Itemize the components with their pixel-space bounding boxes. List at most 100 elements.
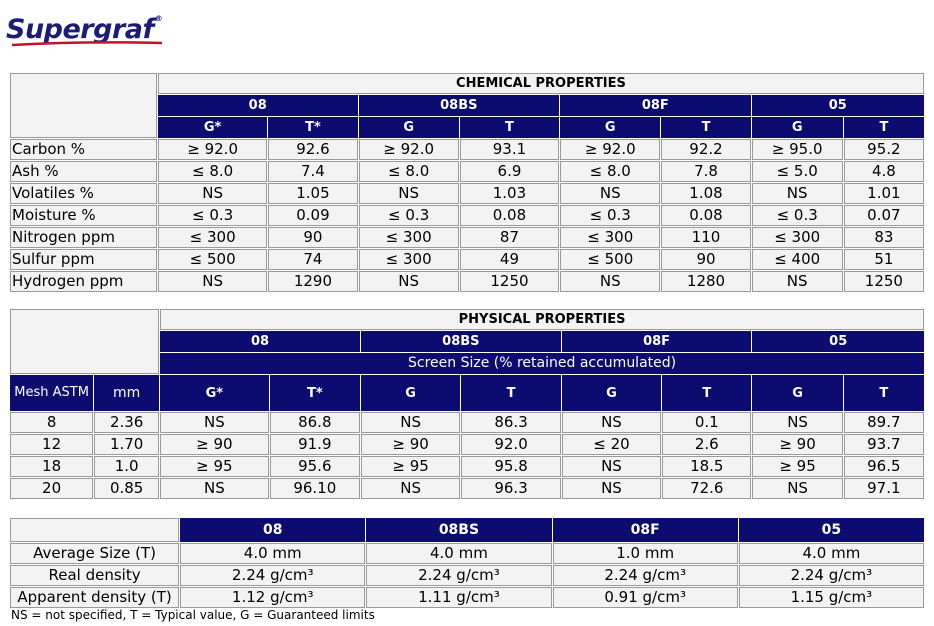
logo-swoosh-icon	[12, 41, 162, 47]
mm-cell: 1.70	[94, 434, 160, 455]
mesh-cell: 12	[10, 434, 94, 455]
value-cell: 1.11 g/cm³	[366, 587, 552, 608]
value-cell: 92.6	[268, 139, 358, 160]
table-row: Average Size (T) 4.0 mm 4.0 mm 1.0 mm 4.0 mm	[10, 543, 924, 564]
table-row: Moisture % ≤ 0.3 0.09 ≤ 0.3 0.08 ≤ 0.3 0.08 ≤ 0…	[10, 205, 924, 226]
table-row: 12 1.70 ≥ 90 91.9 ≥ 90 92.0 ≤ 20 2.6 ≥ 90 93.7	[10, 434, 924, 455]
table-row: Volatiles % NS 1.05 NS 1.03 NS 1.08 NS 1.01	[10, 183, 924, 204]
value-cell: NS	[561, 412, 662, 433]
value-cell: NS	[752, 412, 843, 433]
value-cell: 96.10	[269, 478, 360, 499]
chem-subheader: T	[459, 117, 560, 138]
chem-subheader: T	[843, 117, 924, 138]
dens-grade-header: 08BS	[366, 518, 552, 542]
phys-grade-header: 08BS	[360, 331, 561, 352]
value-cell: 95.6	[269, 456, 360, 477]
value-cell: NS	[751, 183, 843, 204]
value-cell: ≤ 400	[751, 249, 843, 270]
mesh-cell: 18	[10, 456, 94, 477]
dens-grade-header: 05	[738, 518, 924, 542]
value-cell: ≤ 8.0	[157, 161, 268, 182]
mm-cell: 1.0	[94, 456, 160, 477]
value-cell: 0.07	[843, 205, 924, 226]
row-label: Sulfur ppm	[10, 249, 157, 270]
phys-grade-header: 05	[752, 331, 924, 352]
phys-grade-header: 08	[160, 331, 360, 352]
table-row: Apparent density (T) 1.12 g/cm³ 1.11 g/cm³…	[10, 587, 924, 608]
chem-subheader: G	[751, 117, 843, 138]
value-cell: 1290	[268, 271, 358, 292]
value-cell: 49	[459, 249, 560, 270]
value-cell: 2.6	[662, 434, 752, 455]
value-cell: 0.1	[662, 412, 752, 433]
row-label: Carbon %	[10, 139, 157, 160]
value-cell: 1.0 mm	[552, 543, 738, 564]
value-cell: ≤ 500	[560, 249, 661, 270]
phys-subheader: T*	[269, 375, 360, 411]
value-cell: NS	[358, 271, 459, 292]
chem-subheader: G	[358, 117, 459, 138]
value-cell: 96.3	[461, 478, 561, 499]
value-cell: ≤ 300	[751, 227, 843, 248]
value-cell: 92.2	[661, 139, 751, 160]
table-row: Real density 2.24 g/cm³ 2.24 g/cm³ 2.24 g/c…	[10, 565, 924, 586]
value-cell: 74	[268, 249, 358, 270]
value-cell: 95.2	[843, 139, 924, 160]
value-cell: ≥ 92.0	[157, 139, 268, 160]
value-cell: 4.0 mm	[738, 543, 924, 564]
value-cell: ≤ 8.0	[358, 161, 459, 182]
phys-subheader: G	[752, 375, 843, 411]
value-cell: ≤ 8.0	[560, 161, 661, 182]
value-cell: 2.24 g/cm³	[366, 565, 552, 586]
value-cell: 110	[661, 227, 751, 248]
value-cell: 1.05	[268, 183, 358, 204]
mm-cell: 0.85	[94, 478, 160, 499]
row-label: Moisture %	[10, 205, 157, 226]
mm-header: mm	[94, 375, 160, 411]
row-label: Volatiles %	[10, 183, 157, 204]
row-label: Average Size (T)	[10, 543, 180, 564]
footnote: NS = not specified, T = Typical value, G…	[11, 608, 375, 622]
value-cell: 1.12 g/cm³	[180, 587, 366, 608]
value-cell: 18.5	[662, 456, 752, 477]
value-cell: ≤ 0.3	[560, 205, 661, 226]
value-cell: 86.3	[461, 412, 561, 433]
value-cell: 51	[843, 249, 924, 270]
row-label: Apparent density (T)	[10, 587, 180, 608]
phys-subheader: G	[360, 375, 461, 411]
value-cell: 90	[268, 227, 358, 248]
value-cell: NS	[160, 478, 269, 499]
table-row: Carbon % ≥ 92.0 92.6 ≥ 92.0 93.1 ≥ 92.0 92.2 ≥ …	[10, 139, 924, 160]
value-cell: 6.9	[459, 161, 560, 182]
value-cell: ≤ 500	[157, 249, 268, 270]
brand-name: Supergraf	[6, 14, 154, 45]
value-cell: NS	[751, 271, 843, 292]
chem-subheader: G	[560, 117, 661, 138]
value-cell: ≤ 0.3	[358, 205, 459, 226]
chem-grade-header: 08	[157, 95, 358, 116]
value-cell: ≥ 95.0	[751, 139, 843, 160]
table-row: 18 1.0 ≥ 95 95.6 ≥ 95 95.8 NS 18.5 ≥ 95 96.5	[10, 456, 924, 477]
phys-subheader: G*	[160, 375, 269, 411]
value-cell: 93.7	[843, 434, 924, 455]
chem-grade-header: 08BS	[358, 95, 560, 116]
value-cell: 1250	[843, 271, 924, 292]
value-cell: 2.24 g/cm³	[180, 565, 366, 586]
value-cell: NS	[358, 183, 459, 204]
chem-grade-header: 05	[751, 95, 924, 116]
value-cell: 93.1	[459, 139, 560, 160]
value-cell: ≤ 20	[561, 434, 662, 455]
value-cell: 2.24 g/cm³	[738, 565, 924, 586]
value-cell: NS	[360, 478, 461, 499]
value-cell: 4.0 mm	[180, 543, 366, 564]
value-cell: ≤ 300	[358, 227, 459, 248]
screen-size-caption: Screen Size (% retained accumulated)	[160, 353, 924, 374]
chem-subheader: T	[661, 117, 751, 138]
value-cell: ≥ 90	[360, 434, 461, 455]
value-cell: NS	[561, 456, 662, 477]
table-row: 20 0.85 NS 96.10 NS 96.3 NS 72.6 NS 97.1	[10, 478, 924, 499]
value-cell: 1.15 g/cm³	[738, 587, 924, 608]
value-cell: 72.6	[662, 478, 752, 499]
dens-corner-cell	[10, 518, 180, 542]
value-cell: 1.01	[843, 183, 924, 204]
